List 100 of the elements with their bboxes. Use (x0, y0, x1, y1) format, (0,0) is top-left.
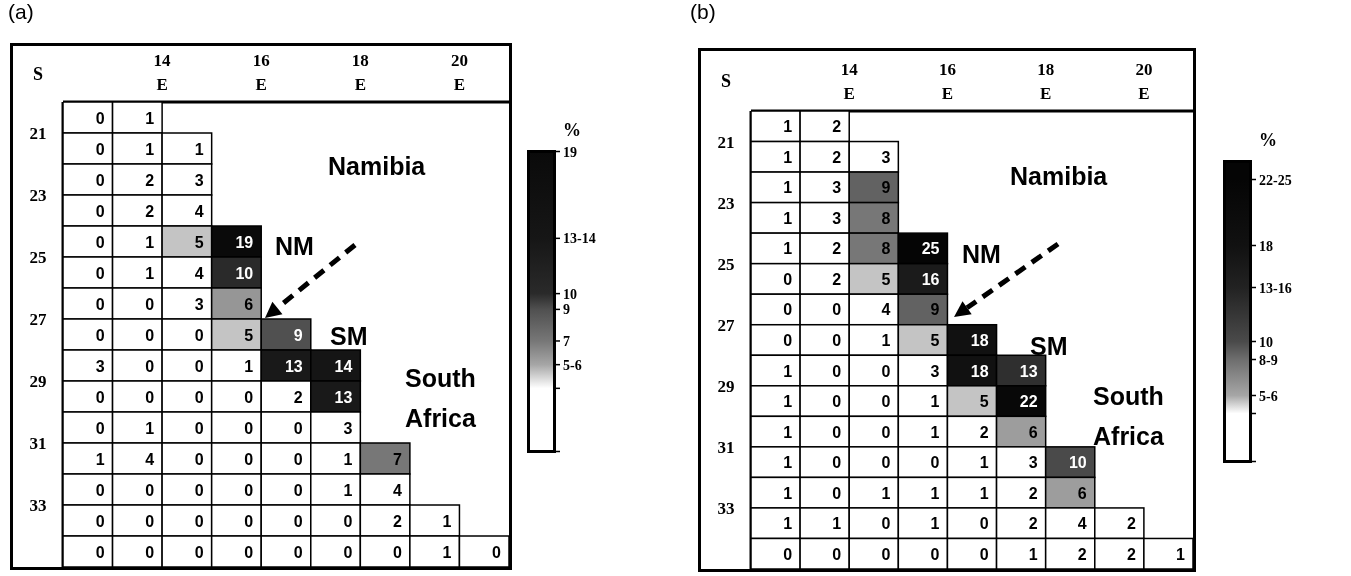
y-tick-label: 33 (717, 498, 735, 518)
data-label: 0 (783, 545, 793, 563)
data-label: 4 (194, 264, 204, 282)
data-label: 5 (194, 233, 204, 251)
data-label: 2 (832, 240, 842, 258)
data-label: 2 (293, 388, 303, 406)
data-label: 2 (145, 202, 155, 220)
data-label: 8 (881, 209, 891, 227)
data-label: 0 (832, 301, 842, 319)
data-label: 0 (979, 545, 989, 563)
data-label: 1 (145, 109, 155, 127)
y-axis-title: S (720, 69, 732, 93)
data-label: 0 (492, 543, 502, 561)
color-bar-label: 5-6 (563, 357, 582, 373)
x-tick-label: 18 E (351, 51, 369, 94)
x-tick-label: 18 E (1037, 60, 1055, 103)
data-label: 3 (95, 357, 105, 375)
chart-title: (a) (8, 0, 34, 24)
annotation: NM (962, 239, 1002, 270)
data-label: 0 (832, 454, 842, 472)
data-label: 1 (930, 423, 940, 441)
data-label: 0 (145, 481, 155, 499)
annotation: SM (330, 321, 369, 352)
data-label: 0 (95, 264, 105, 282)
data-label: 0 (194, 357, 204, 375)
y-tick-label: 33 (29, 496, 47, 515)
y-tick-label: 25 (717, 254, 735, 274)
data-label: 1 (783, 515, 793, 533)
data-label: 0 (293, 512, 303, 530)
data-label: 2 (1028, 515, 1038, 533)
y-tick-label: 29 (717, 376, 735, 396)
data-label: 0 (244, 512, 254, 530)
color-bar-title: % (1258, 130, 1278, 152)
data-label: 0 (930, 454, 940, 472)
x-tick-label: 20 E (450, 51, 468, 94)
data-label: 1 (783, 209, 793, 227)
data-label: 0 (145, 388, 155, 406)
data-label: 3 (832, 209, 842, 227)
data-label: 0 (881, 515, 891, 533)
color-bar-label: 5-6 (1259, 388, 1278, 404)
data-label: 5 (930, 332, 940, 349)
data-label: 0 (832, 545, 842, 563)
data-label: 1 (145, 264, 155, 282)
data-label: 4 (881, 301, 891, 319)
data-label: 0 (194, 388, 204, 406)
color-bar-label: 13-16 (1259, 280, 1292, 296)
data-label: 0 (244, 543, 254, 561)
data-label: 0 (95, 388, 105, 406)
data-label: 1 (783, 118, 793, 136)
data-label: 0 (832, 362, 842, 380)
data-label: 4 (392, 481, 402, 499)
annotation: Namibia (328, 151, 427, 182)
data-label: 1 (343, 481, 353, 499)
data-label: 1 (145, 233, 155, 251)
data-label: 1 (194, 140, 204, 158)
data-label: 0 (783, 270, 793, 288)
x-tick-label: 16 E (938, 60, 956, 103)
color-bar-label: 18 (1259, 238, 1273, 254)
data-label: 0 (145, 357, 155, 375)
data-label: 1 (343, 450, 353, 468)
annotation: Namibia (1010, 161, 1109, 192)
color-bar-label: 19 (563, 144, 577, 160)
data-label: 1 (244, 357, 254, 375)
data-label: 2 (979, 423, 989, 441)
data-label: 1 (979, 454, 989, 472)
data-label: 25 (921, 240, 940, 258)
y-tick-label: 23 (29, 186, 47, 205)
data-label: 0 (95, 202, 105, 220)
data-label: 0 (881, 423, 891, 441)
data-label: 1 (783, 148, 793, 166)
data-label: 0 (244, 450, 254, 468)
color-bar-label: 10 (1259, 334, 1273, 350)
data-label: 1 (783, 393, 793, 411)
data-label: 0 (783, 301, 793, 319)
y-tick-label: 21 (717, 132, 735, 152)
x-tick-label: 14 E (153, 51, 172, 94)
data-label: 1 (783, 179, 793, 197)
data-label: 1 (930, 515, 940, 533)
y-tick-label: 25 (29, 248, 47, 267)
data-label: 0 (145, 326, 155, 344)
data-label: 10 (235, 264, 254, 282)
data-label: 0 (95, 140, 105, 158)
data-label: 0 (979, 515, 989, 533)
data-label: 0 (95, 109, 105, 127)
x-tick-label: 14 E (840, 60, 859, 103)
color-bar-label: 22-25 (1259, 172, 1292, 188)
data-label: 18 (970, 362, 989, 380)
data-label: 1 (1028, 545, 1038, 563)
data-label: 3 (832, 179, 842, 197)
data-label: 4 (145, 450, 155, 468)
data-label: 0 (832, 393, 842, 411)
data-label: 0 (194, 481, 204, 499)
data-label: 13 (334, 388, 353, 406)
y-tick-label: 23 (717, 193, 735, 213)
data-label: 8 (881, 240, 891, 258)
data-label: 5 (244, 326, 254, 344)
data-label: 0 (881, 545, 891, 563)
y-axis-title: S (32, 62, 44, 86)
data-label: 2 (832, 270, 842, 288)
data-label: 0 (832, 423, 842, 441)
